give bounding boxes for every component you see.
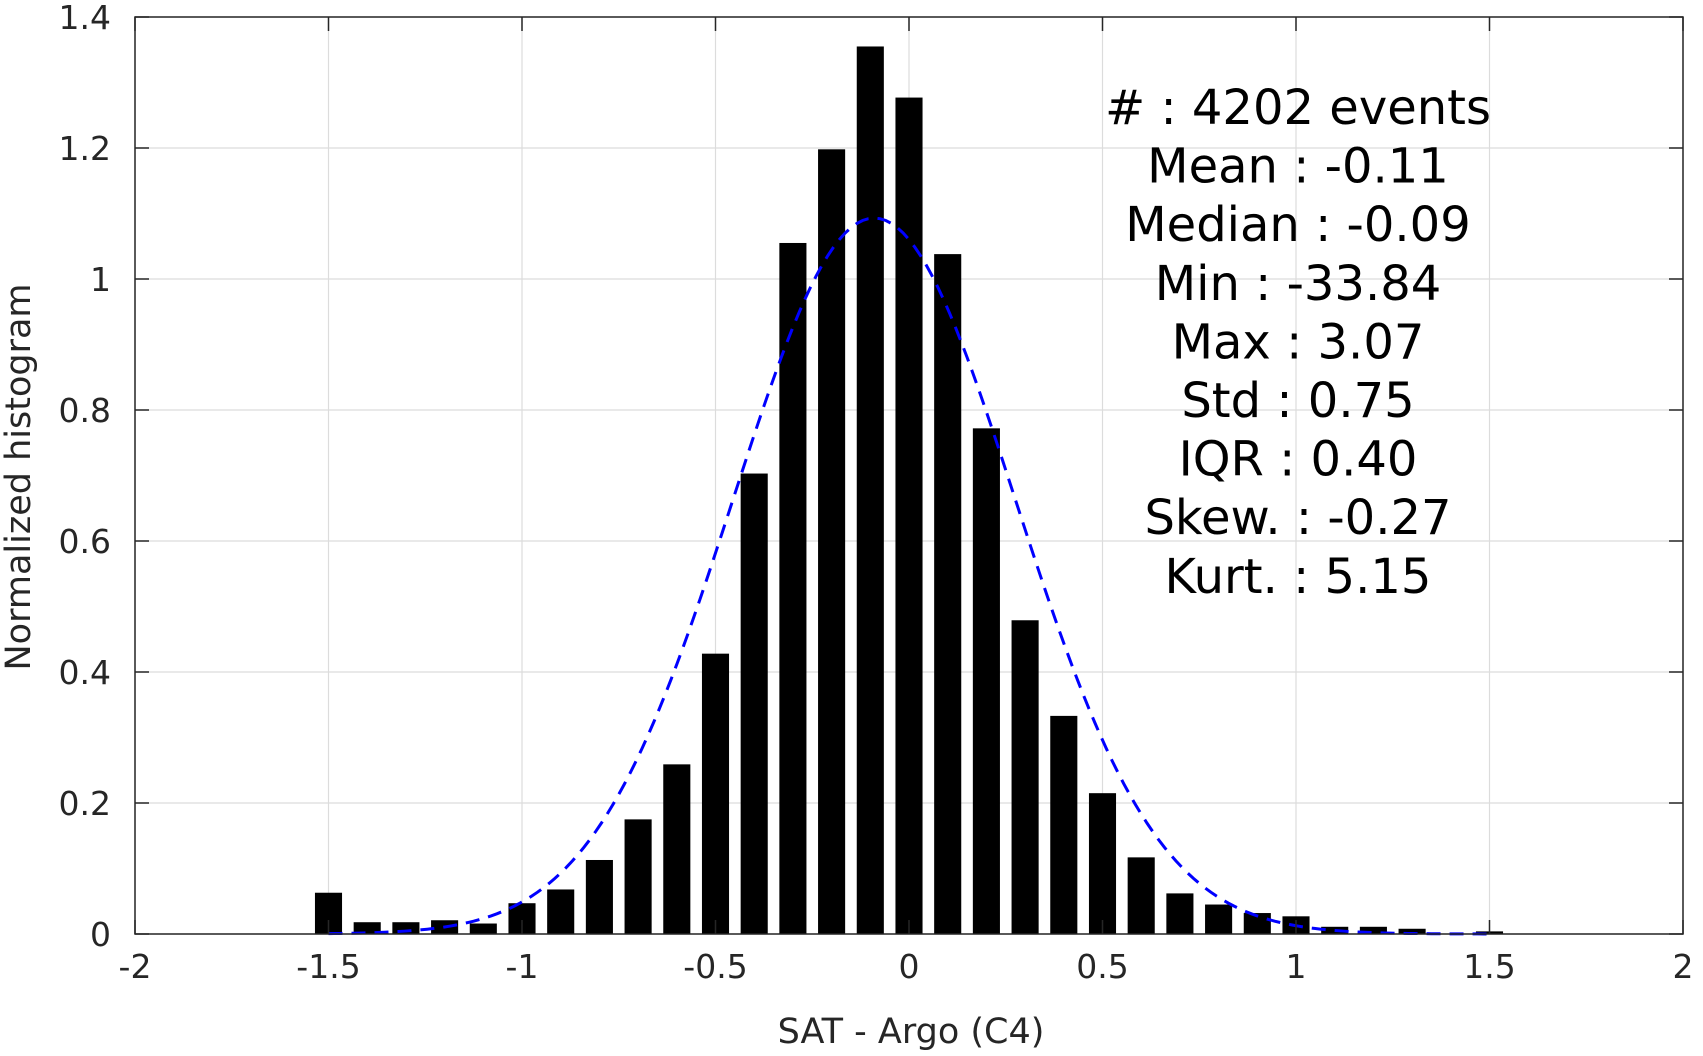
histogram-bar: [701, 653, 730, 934]
stat-line: # : 4202 events: [1105, 80, 1491, 136]
y-axis-label: Normalized histogram: [0, 283, 39, 670]
x-axis-label: SAT - Argo (C4): [778, 1012, 1045, 1052]
histogram-bar: [663, 764, 691, 934]
x-tick-label: -1.5: [296, 947, 360, 986]
stat-line: Mean : -0.11: [1147, 139, 1449, 195]
histogram-bar: [779, 242, 807, 935]
y-tick-label: 1.2: [59, 129, 111, 168]
y-tick-label: 1.4: [59, 0, 111, 37]
histogram-bar: [1011, 620, 1039, 934]
histogram-bar: [818, 149, 846, 934]
y-tick-label: 1: [90, 260, 111, 299]
histogram-bar: [1359, 926, 1387, 934]
histogram-bar: [856, 46, 884, 935]
x-tick-label: 1.5: [1463, 947, 1515, 986]
histogram-bar: [547, 889, 575, 934]
x-tick-labels: -2 -1.5 -1 -0.5 0 0.5 1 1.5 2: [119, 947, 1694, 986]
x-tick-label: -2: [119, 947, 152, 986]
histogram-bar: [1398, 928, 1426, 934]
histogram-bar: [1166, 893, 1194, 934]
histogram-bar: [1243, 913, 1271, 934]
histogram-bar: [624, 819, 652, 934]
y-tick-label: 0.8: [59, 391, 111, 430]
stat-line: Median : -0.09: [1125, 197, 1470, 253]
stat-line: Max : 3.07: [1172, 314, 1425, 370]
axes-frame: [134, 16, 1684, 935]
x-tick-label: 2: [1673, 947, 1694, 986]
histogram-bar: [353, 922, 381, 934]
histogram-bar: [740, 473, 768, 934]
y-tick-label: 0.4: [59, 653, 111, 692]
histogram-bar: [1050, 715, 1078, 934]
y-tick-label: 0.6: [59, 522, 111, 561]
y-tick-label: 0.2: [59, 784, 111, 823]
stat-line: Kurt. : 5.15: [1165, 549, 1432, 605]
stat-line: Std : 0.75: [1181, 373, 1414, 429]
y-tick-label: 0: [90, 915, 111, 954]
histogram-bar: [895, 97, 923, 934]
histogram-bar: [1205, 904, 1233, 934]
stat-line: Min : -33.84: [1155, 256, 1442, 312]
histogram-bar: [585, 859, 613, 934]
stat-line: Skew. : -0.27: [1144, 490, 1451, 546]
histogram-bar: [469, 923, 497, 934]
histogram-bar: [934, 254, 962, 935]
x-tick-label: 0: [899, 947, 920, 986]
y-tick-labels: 0 0.2 0.4 0.6 0.8 1 1.2 1.4: [59, 0, 111, 954]
histogram-bar: [972, 428, 1000, 934]
stat-line: IQR : 0.40: [1179, 432, 1418, 488]
histogram-bar: [1127, 857, 1155, 934]
histogram-bar: [392, 922, 420, 934]
x-tick-label: 0.5: [1076, 947, 1128, 986]
x-tick-label: -1: [506, 947, 539, 986]
x-tick-label: 1: [1286, 947, 1307, 986]
x-tick-label: -0.5: [683, 947, 747, 986]
histogram-bar: [1088, 793, 1117, 934]
